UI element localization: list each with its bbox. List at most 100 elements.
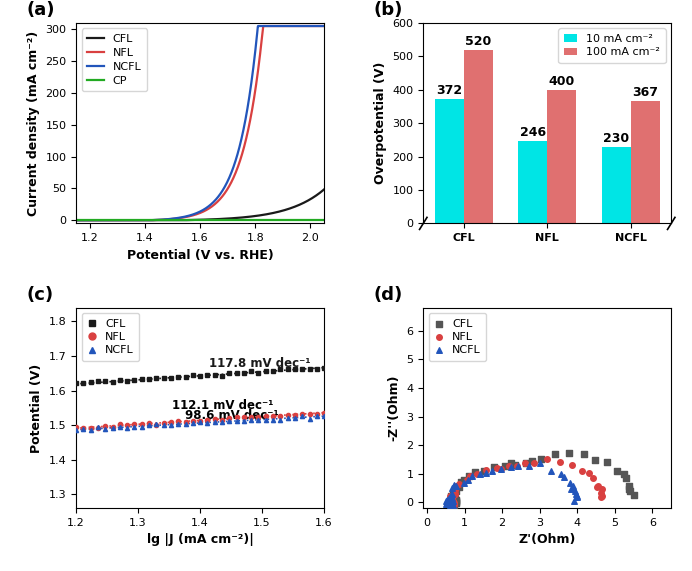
NCFL bbox=[446, 484, 457, 493]
CFL bbox=[450, 486, 462, 496]
CP bbox=[172, 217, 181, 224]
NFL bbox=[588, 473, 599, 482]
NCFL bbox=[443, 499, 454, 508]
CFL bbox=[446, 498, 457, 508]
NCFL bbox=[565, 478, 576, 487]
CFL bbox=[536, 455, 547, 464]
NFL bbox=[491, 464, 502, 473]
NFL bbox=[450, 489, 461, 498]
Y-axis label: -Z''(Ohm): -Z''(Ohm) bbox=[388, 375, 401, 441]
CFL bbox=[72, 217, 80, 224]
NFL bbox=[446, 494, 457, 504]
NCFL bbox=[444, 496, 455, 505]
NFL bbox=[444, 498, 455, 507]
NCFL bbox=[443, 496, 454, 505]
NCFL bbox=[181, 213, 190, 220]
NFL bbox=[446, 497, 457, 506]
CFL bbox=[448, 501, 459, 510]
Bar bbox=[464, 50, 493, 223]
NCFL bbox=[444, 497, 455, 506]
CFL bbox=[448, 496, 459, 505]
CFL bbox=[448, 498, 459, 507]
NFL bbox=[567, 461, 578, 470]
CFL bbox=[447, 497, 458, 506]
NFL bbox=[444, 498, 455, 507]
CFL bbox=[488, 463, 499, 472]
NCFL bbox=[448, 501, 459, 510]
CFL bbox=[98, 217, 106, 224]
Text: 372: 372 bbox=[436, 84, 462, 97]
CFL bbox=[578, 450, 589, 459]
CFL bbox=[448, 497, 459, 506]
NCFL bbox=[444, 494, 455, 504]
Text: (d): (d) bbox=[374, 286, 403, 304]
NFL bbox=[444, 496, 455, 505]
NFL bbox=[447, 500, 458, 509]
CP bbox=[270, 217, 278, 224]
CFL bbox=[446, 497, 457, 506]
NFL bbox=[596, 489, 607, 498]
NFL bbox=[445, 496, 456, 505]
Line: CFL: CFL bbox=[76, 190, 324, 220]
NCFL bbox=[445, 497, 456, 506]
NFL bbox=[446, 497, 457, 506]
CFL bbox=[450, 497, 461, 506]
CFL bbox=[628, 490, 639, 499]
Text: 230: 230 bbox=[603, 131, 629, 144]
NFL bbox=[471, 470, 482, 479]
Text: 246: 246 bbox=[520, 126, 546, 139]
NFL bbox=[98, 217, 106, 224]
NFL bbox=[448, 500, 459, 509]
CFL bbox=[459, 475, 470, 484]
Bar bbox=[518, 141, 547, 223]
NFL bbox=[445, 496, 456, 505]
NFL bbox=[446, 498, 457, 507]
NFL bbox=[462, 475, 473, 484]
CP bbox=[181, 217, 190, 224]
CFL bbox=[172, 217, 181, 224]
NFL bbox=[445, 492, 456, 501]
Y-axis label: Current density (mA cm⁻²): Current density (mA cm⁻²) bbox=[27, 30, 39, 216]
NCFL bbox=[555, 470, 566, 479]
NCFL bbox=[445, 496, 456, 505]
NFL bbox=[448, 497, 459, 506]
CFL bbox=[520, 459, 531, 468]
CFL bbox=[449, 494, 460, 504]
NFL bbox=[444, 498, 455, 507]
NCFL bbox=[570, 489, 581, 498]
NCFL bbox=[495, 464, 507, 473]
Bar bbox=[601, 147, 630, 223]
NCFL bbox=[443, 497, 454, 506]
NCFL bbox=[558, 473, 570, 482]
CFL bbox=[601, 457, 612, 467]
NFL bbox=[495, 464, 507, 473]
Bar bbox=[435, 99, 464, 223]
NFL bbox=[576, 466, 588, 475]
NFL bbox=[172, 215, 181, 222]
NCFL bbox=[572, 492, 583, 501]
CFL bbox=[265, 210, 273, 217]
NFL bbox=[446, 497, 457, 506]
NCFL bbox=[446, 493, 457, 502]
NFL bbox=[592, 482, 603, 491]
NCFL bbox=[446, 497, 457, 506]
NFL bbox=[453, 480, 464, 489]
NCFL bbox=[242, 111, 251, 118]
NFL bbox=[445, 497, 456, 506]
CFL bbox=[448, 498, 459, 508]
CFL bbox=[625, 487, 636, 496]
CFL bbox=[320, 186, 328, 193]
NFL bbox=[511, 461, 522, 471]
NCFL bbox=[444, 496, 455, 505]
CFL bbox=[445, 498, 456, 507]
CFL bbox=[446, 491, 457, 500]
Y-axis label: Overpotential (V): Overpotential (V) bbox=[374, 62, 387, 184]
NCFL bbox=[505, 463, 516, 472]
NCFL bbox=[443, 498, 454, 508]
NFL bbox=[448, 498, 459, 507]
NCFL bbox=[441, 497, 453, 506]
NCFL bbox=[513, 461, 524, 471]
NFL bbox=[584, 469, 595, 478]
NCFL bbox=[443, 500, 454, 509]
NFL bbox=[520, 458, 531, 467]
